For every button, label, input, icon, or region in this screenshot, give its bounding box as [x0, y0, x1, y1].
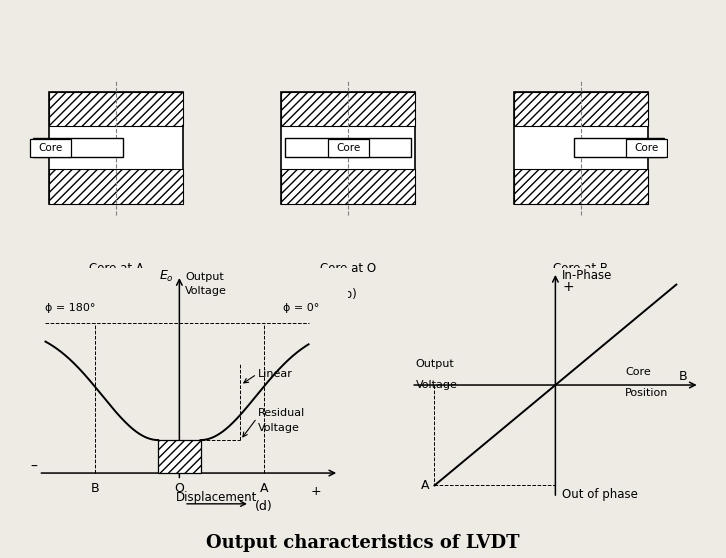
Text: (a): (a): [108, 288, 124, 301]
Bar: [574, 138, 664, 157]
Text: Voltage: Voltage: [416, 380, 457, 390]
Text: Output characteristics of LVDT: Output characteristics of LVDT: [206, 535, 520, 552]
Bar: [627, 139, 666, 157]
Text: Voltage: Voltage: [258, 422, 300, 432]
Bar: [285, 138, 412, 157]
Text: Core at B: Core at B: [553, 262, 608, 275]
Text: Core: Core: [625, 368, 651, 377]
Text: +: +: [310, 485, 321, 498]
Bar: [158, 440, 200, 473]
Text: O: O: [174, 482, 184, 495]
Bar: [282, 169, 415, 204]
Text: (c): (c): [573, 288, 589, 301]
Bar: [282, 92, 415, 127]
Text: A: A: [421, 479, 429, 492]
Text: Core at A: Core at A: [89, 262, 144, 275]
Text: ϕ = 180°: ϕ = 180°: [46, 304, 96, 313]
Text: Core: Core: [38, 143, 62, 153]
Text: Residual: Residual: [258, 408, 306, 418]
Text: B: B: [91, 482, 99, 495]
Bar: [49, 92, 183, 204]
Bar: [514, 169, 648, 204]
Text: In-Phase: In-Phase: [563, 269, 613, 282]
Text: Core: Core: [336, 143, 361, 153]
Text: Core at O: Core at O: [320, 262, 377, 275]
Text: (d): (d): [255, 501, 273, 513]
Bar: [514, 92, 648, 127]
Bar: [33, 138, 123, 157]
Text: +: +: [563, 280, 574, 294]
Text: Voltage: Voltage: [185, 286, 227, 296]
Bar: [49, 92, 183, 127]
Bar: [30, 139, 70, 157]
Text: B: B: [679, 370, 688, 383]
Text: A: A: [260, 482, 268, 495]
Bar: [282, 92, 415, 204]
Bar: [49, 169, 183, 204]
Text: Output: Output: [416, 359, 454, 369]
Text: Core: Core: [635, 143, 658, 153]
Text: Position: Position: [625, 388, 669, 398]
Text: ϕ = 0°: ϕ = 0°: [282, 304, 319, 313]
Text: $E_o$: $E_o$: [159, 269, 174, 284]
Text: Output: Output: [185, 272, 224, 282]
Bar: [328, 139, 369, 157]
Text: Out of phase: Out of phase: [563, 488, 638, 501]
Bar: [514, 92, 648, 204]
Text: Linear: Linear: [258, 369, 293, 379]
Text: Displacement: Displacement: [176, 491, 258, 504]
Text: (b): (b): [340, 288, 357, 301]
Text: –: –: [30, 460, 37, 474]
